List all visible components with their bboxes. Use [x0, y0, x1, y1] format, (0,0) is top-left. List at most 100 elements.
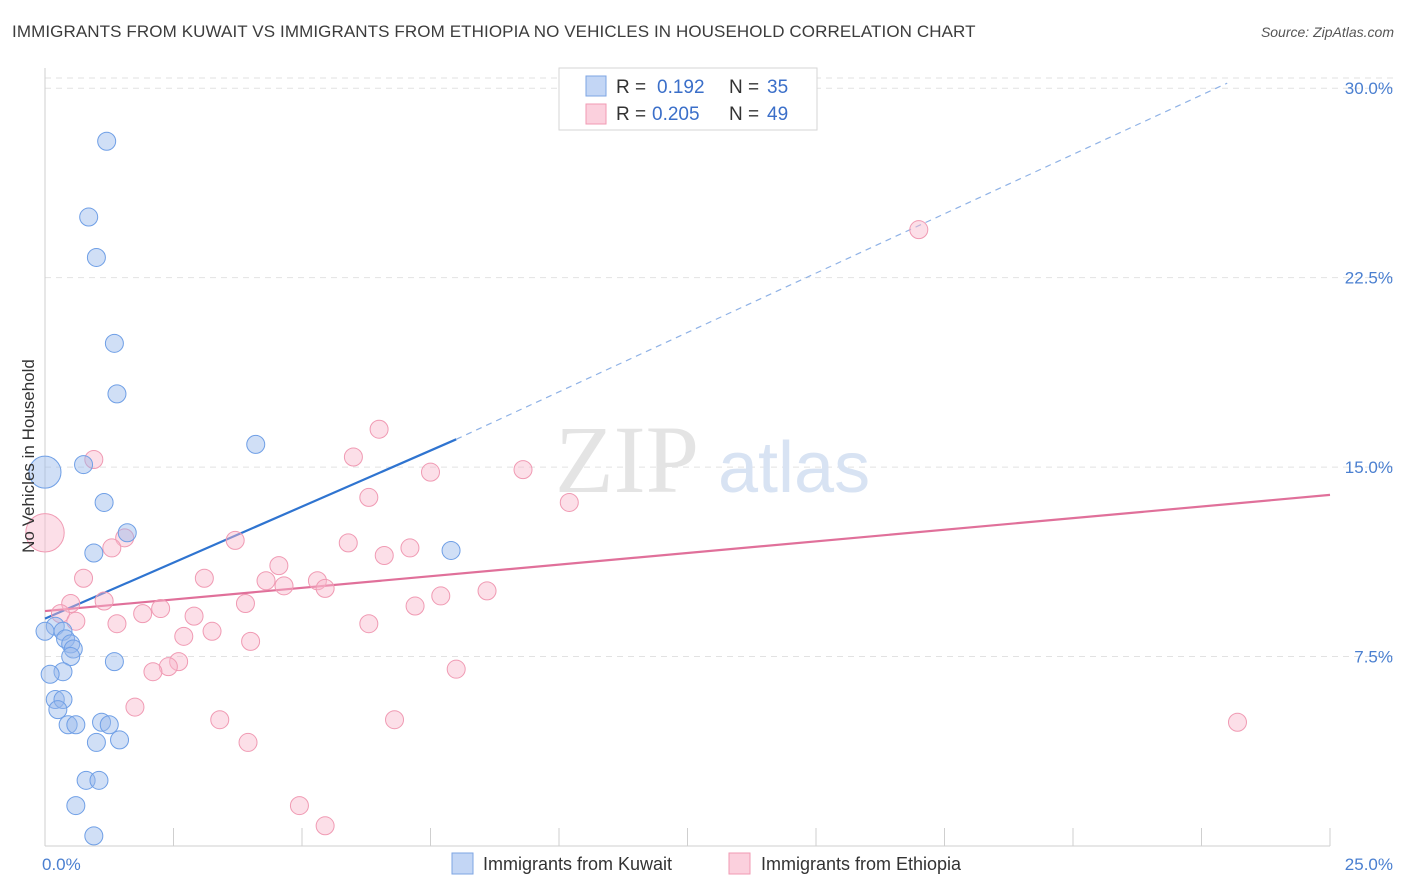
kuwait-point — [35, 621, 55, 641]
y-tick-label: 22.5% — [1345, 269, 1393, 288]
ethiopia-point — [307, 571, 327, 591]
legend-n-value-ethiopia: 49 — [767, 104, 788, 125]
kuwait-point — [28, 455, 62, 489]
bottom-legend-swatch-kuwait — [451, 852, 474, 875]
kuwait-point — [86, 732, 106, 752]
bottom-legend-swatch-ethiopia — [728, 852, 751, 875]
trend-lines — [44, 82, 1331, 620]
kuwait-point — [104, 333, 124, 353]
ethiopia-point — [343, 447, 363, 467]
ethiopia-point — [84, 450, 104, 470]
kuwait-point — [104, 652, 124, 672]
ethiopia-point — [559, 492, 579, 512]
kuwait-point — [89, 770, 109, 790]
trend-line-kuwait-extension — [455, 82, 1228, 440]
ethiopia-point — [202, 621, 222, 641]
ethiopia-point — [115, 528, 135, 548]
watermark-zip: ZIP — [555, 406, 699, 513]
ethiopia-point — [133, 604, 153, 624]
ethiopia-point — [338, 533, 358, 553]
kuwait-point — [53, 689, 73, 709]
ethiopia-point — [369, 419, 389, 439]
kuwait-point — [63, 639, 83, 659]
ethiopia-point — [269, 556, 289, 576]
kuwait-point — [441, 540, 461, 560]
legend-n-label-ethiopia: N = — [729, 104, 759, 125]
watermark-atlas: atlas — [718, 428, 870, 508]
ethiopia-point — [210, 710, 230, 730]
ethiopia-point — [66, 611, 86, 631]
x-tick-label-min: 0.0% — [42, 855, 81, 874]
bottom-legend-label-ethiopia: Immigrants from Ethiopia — [761, 854, 962, 874]
ethiopia-point — [359, 614, 379, 634]
ethiopia-point — [400, 538, 420, 558]
series-kuwait-points — [28, 131, 461, 846]
ethiopia-point — [74, 568, 94, 588]
kuwait-point — [84, 826, 104, 846]
ethiopia-point — [513, 460, 533, 480]
kuwait-point — [79, 207, 99, 227]
kuwait-point — [92, 712, 112, 732]
ethiopia-point — [158, 657, 178, 677]
ethiopia-point — [274, 576, 294, 596]
ethiopia-point — [235, 594, 255, 614]
series-ethiopia-points — [25, 220, 1247, 836]
legend-n-value-kuwait: 35 — [767, 77, 788, 98]
trend-line-ethiopia — [44, 493, 1331, 613]
ethiopia-point — [194, 568, 214, 588]
x-tick-label-max: 25.0% — [1345, 855, 1393, 874]
legend-n-label-kuwait: N = — [729, 77, 759, 98]
ethiopia-point — [405, 596, 425, 616]
legend-swatch-kuwait — [585, 75, 607, 97]
kuwait-point — [58, 715, 78, 735]
ethiopia-point — [385, 710, 405, 730]
ethiopia-point — [102, 538, 122, 558]
ethiopia-point — [359, 487, 379, 507]
kuwait-point — [97, 131, 117, 151]
y-tick-labels: 7.5% 15.0% 22.5% 30.0% — [1345, 79, 1393, 666]
source-label: Source: ZipAtlas.com — [1260, 24, 1394, 40]
legend-r-value-kuwait: 0.192 — [657, 77, 705, 98]
kuwait-point — [66, 796, 86, 816]
kuwait-point — [66, 715, 86, 735]
bottom-legend-label-kuwait: Immigrants from Kuwait — [483, 854, 672, 874]
ethiopia-point — [174, 626, 194, 646]
kuwait-point — [48, 700, 68, 720]
kuwait-point — [86, 247, 106, 267]
ethiopia-point — [169, 652, 189, 672]
ethiopia-point — [225, 530, 245, 550]
kuwait-point — [40, 664, 60, 684]
kuwait-point — [61, 647, 81, 667]
x-tick-marks — [44, 828, 1331, 846]
ethiopia-point — [184, 606, 204, 626]
y-axis-title: No Vehicles in Household — [19, 359, 38, 553]
chart-title: IMMIGRANTS FROM KUWAIT VS IMMIGRANTS FRO… — [12, 22, 976, 41]
ethiopia-point — [256, 571, 276, 591]
ethiopia-point — [431, 586, 451, 606]
kuwait-point — [110, 730, 130, 750]
legend-r-label-kuwait: R = — [616, 77, 646, 98]
legend-r-label-ethiopia: R = — [616, 104, 646, 125]
ethiopia-point — [1227, 712, 1247, 732]
kuwait-point — [56, 629, 76, 649]
ethiopia-point — [421, 462, 440, 482]
ethiopia-point — [94, 591, 114, 611]
series-legend: Immigrants from Kuwait Immigrants from E… — [451, 852, 962, 875]
ethiopia-point — [143, 662, 163, 682]
kuwait-point — [84, 543, 104, 563]
ethiopia-point — [107, 614, 127, 634]
ethiopia-point — [909, 220, 929, 240]
ethiopia-point — [289, 796, 309, 816]
kuwait-point — [99, 715, 119, 735]
ethiopia-point — [241, 631, 261, 651]
ethiopia-point — [315, 816, 335, 836]
ethiopia-point — [446, 659, 466, 679]
y-tick-label: 7.5% — [1354, 648, 1393, 667]
ethiopia-point — [238, 732, 258, 752]
ethiopia-point — [315, 578, 335, 598]
legend-r-value-ethiopia: 0.205 — [652, 104, 700, 125]
ethiopia-point — [25, 513, 65, 553]
grid-lines — [45, 77, 1393, 658]
legend-swatch-ethiopia — [585, 103, 607, 125]
